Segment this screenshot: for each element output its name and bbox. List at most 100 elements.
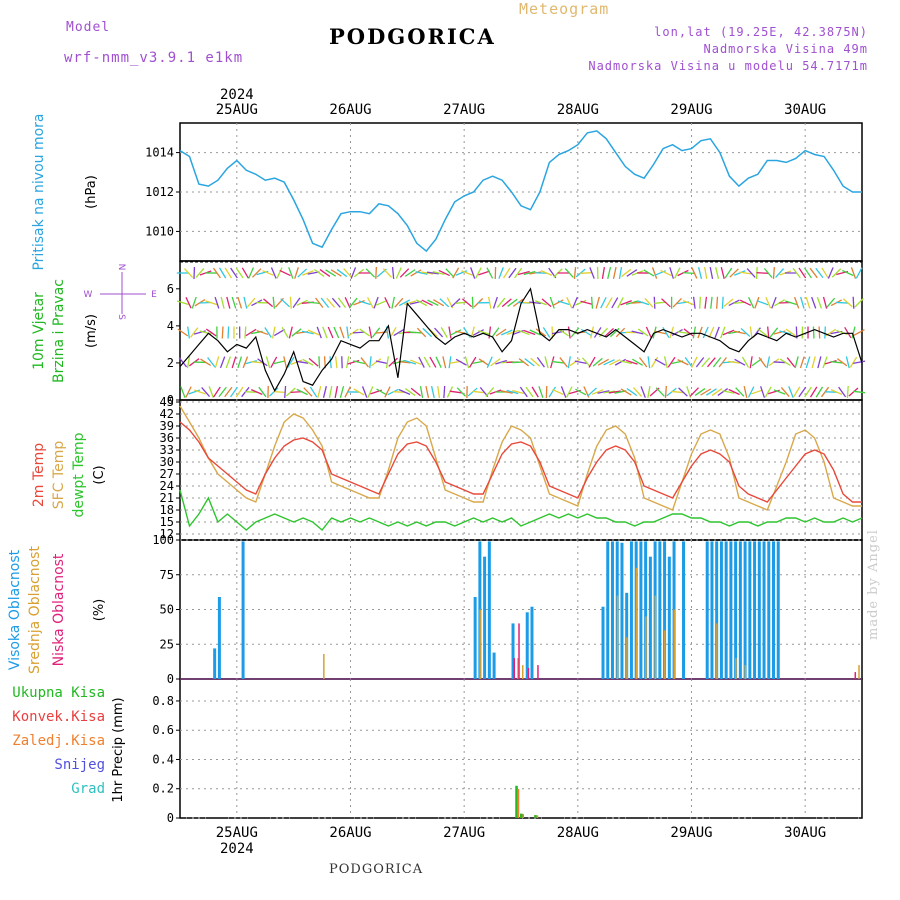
wind-arrow	[288, 326, 293, 339]
wind-arrow	[593, 327, 602, 338]
wind-arrow	[566, 386, 573, 398]
wind-arrow	[490, 358, 501, 367]
wind-arrow	[322, 326, 328, 339]
wind-speed-line	[179, 287, 863, 393]
wind-arrow	[359, 328, 371, 337]
wind-arrow	[272, 296, 276, 309]
wind-arrow	[370, 358, 382, 367]
wind-arrow	[662, 326, 670, 339]
wind-arrow	[569, 358, 581, 367]
wind-arrow	[280, 298, 291, 308]
wind-arrow	[325, 269, 337, 277]
high-cloud-bar	[667, 556, 671, 679]
wind-arrow	[769, 327, 779, 338]
wind-arrow	[756, 300, 769, 306]
high-cloud-bar	[757, 541, 761, 679]
pressure-axis-label: Pritisak na nivou mora	[31, 113, 47, 270]
wind-arrow	[691, 356, 698, 368]
wind-arrow	[592, 357, 603, 367]
high-cloud-bar	[213, 648, 217, 679]
mid-cloud-bar	[616, 595, 619, 679]
wind-arrow	[245, 328, 257, 337]
wind-arrow	[185, 297, 192, 309]
wind-arrow	[344, 297, 351, 309]
wind-arrow	[548, 386, 557, 398]
wind-arrow	[716, 296, 719, 309]
wind-arrow	[702, 326, 709, 339]
high-cloud-bar	[648, 556, 652, 679]
series-lines	[179, 130, 863, 532]
wind-arrow	[287, 356, 295, 368]
wind-arrow	[697, 326, 703, 339]
wind-arrow	[671, 329, 683, 336]
high-cloud-bar	[772, 541, 776, 679]
wind-arrow	[245, 391, 258, 393]
wind-arrow	[720, 267, 725, 279]
wind-arrow	[337, 297, 347, 308]
wind-arrow	[683, 328, 694, 337]
wind-arrow	[805, 356, 811, 369]
wind-arrow	[503, 267, 511, 279]
y-tick-label: 2	[167, 356, 174, 370]
high-cloud-bar	[487, 541, 491, 679]
sfc-temp-line	[179, 405, 862, 511]
wind-arrow	[235, 386, 244, 398]
wind-arrow	[572, 296, 578, 309]
high-cloud-bar	[729, 541, 733, 679]
high-cloud-bar	[719, 541, 723, 679]
wind-arrow	[376, 388, 388, 396]
mid-cloud-bar	[522, 665, 524, 679]
wind-arrow	[317, 386, 322, 398]
high-cloud-bar	[511, 623, 515, 679]
wind-arrow	[715, 267, 720, 279]
wind-arrow	[844, 327, 852, 338]
wind-arrow	[600, 297, 607, 309]
wind-arrow	[529, 329, 541, 336]
wind-arrow	[226, 296, 231, 309]
wind-arrow	[404, 300, 417, 306]
wind-arrow	[720, 326, 726, 339]
wind-arrow	[669, 267, 674, 279]
wind-arrow	[567, 356, 571, 369]
wind-arrow	[756, 272, 769, 274]
wind-arrow	[243, 296, 248, 309]
wind-arrow	[612, 266, 617, 280]
wind-arrow	[334, 385, 339, 399]
wind-arrow	[180, 386, 186, 398]
mid-cloud-bar	[673, 609, 676, 679]
y-tick-label: 75	[160, 568, 174, 582]
wind-arrow	[388, 357, 398, 367]
wind-arrow	[815, 267, 824, 279]
wind-arrow	[597, 390, 610, 394]
wind-arrow	[443, 385, 446, 399]
wind-arrow	[326, 297, 335, 308]
wind-arrow	[531, 386, 539, 398]
wind-arrow	[704, 266, 708, 280]
wind-arrow	[244, 326, 247, 339]
wind-arrow	[463, 327, 471, 338]
wind-arrow	[219, 356, 226, 369]
wind-arrow	[517, 270, 530, 276]
wind-arrow	[329, 356, 332, 369]
model-label: Model	[66, 20, 111, 35]
wind-arrow	[296, 388, 308, 396]
wind-arrow	[404, 269, 416, 277]
precip-legend-3: Snijeg	[54, 757, 105, 773]
wind-arrow	[588, 356, 596, 368]
wind-arrow	[440, 326, 448, 339]
wind-arrow	[771, 296, 777, 309]
wind-arrow	[281, 326, 289, 339]
wind-arrow	[542, 327, 551, 338]
wind-arrow	[399, 268, 410, 278]
wind-arrow	[590, 326, 595, 339]
wind-arrow	[830, 389, 843, 395]
wind-arrow	[798, 386, 807, 398]
wind-arrow	[760, 386, 766, 398]
wind-arrow	[375, 299, 388, 306]
wind-arrow	[231, 296, 237, 309]
wind-arrow	[748, 297, 755, 309]
wind-arrow	[415, 271, 428, 275]
wind-arrow	[849, 356, 858, 368]
wind-arrow	[523, 329, 536, 336]
model-name: wrf-nmm_v3.9.1 e1km	[64, 50, 244, 66]
